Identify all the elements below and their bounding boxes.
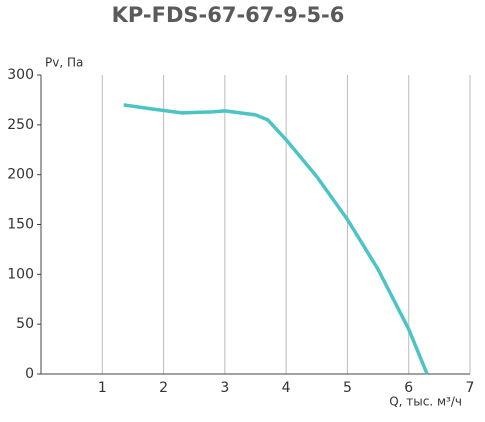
x-axis-label: Q, тыс. м³/ч [389,395,462,409]
x-tick-label: 6 [404,380,413,396]
y-tick-label: 50 [16,316,34,332]
x-tick-label: 1 [98,380,107,396]
x-tick-label: 4 [282,380,291,396]
x-tick-label: 2 [159,380,168,396]
y-tick-label: 300 [7,67,34,83]
y-tick-label: 200 [7,167,34,183]
x-tick-label: 3 [220,380,229,396]
y-axis-label: Pv, Па [45,56,83,70]
y-tick-label: 150 [7,217,34,233]
y-tick-label: 0 [25,366,34,382]
y-tick-label: 250 [7,117,34,133]
y-tick-label: 100 [7,266,34,282]
x-tick-label: 7 [466,380,475,396]
x-tick-label: 5 [343,380,352,396]
line-series [123,103,429,375]
chart-title: KP-FDS-67-67-9-5-6 [112,3,345,27]
